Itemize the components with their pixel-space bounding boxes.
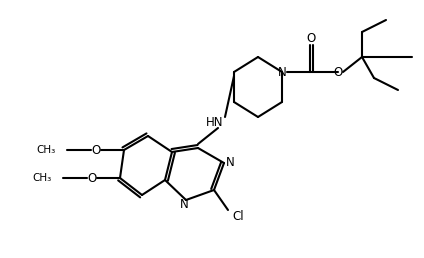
Text: O: O — [307, 33, 315, 45]
Text: N: N — [226, 157, 234, 170]
Text: Cl: Cl — [232, 209, 244, 222]
Text: O: O — [92, 143, 100, 157]
Text: CH₃: CH₃ — [37, 145, 56, 155]
Text: O: O — [333, 67, 343, 79]
Text: N: N — [180, 198, 188, 212]
Text: O: O — [87, 172, 97, 184]
Text: CH₃: CH₃ — [33, 173, 52, 183]
Text: HN: HN — [206, 116, 224, 128]
Text: N: N — [278, 66, 286, 78]
